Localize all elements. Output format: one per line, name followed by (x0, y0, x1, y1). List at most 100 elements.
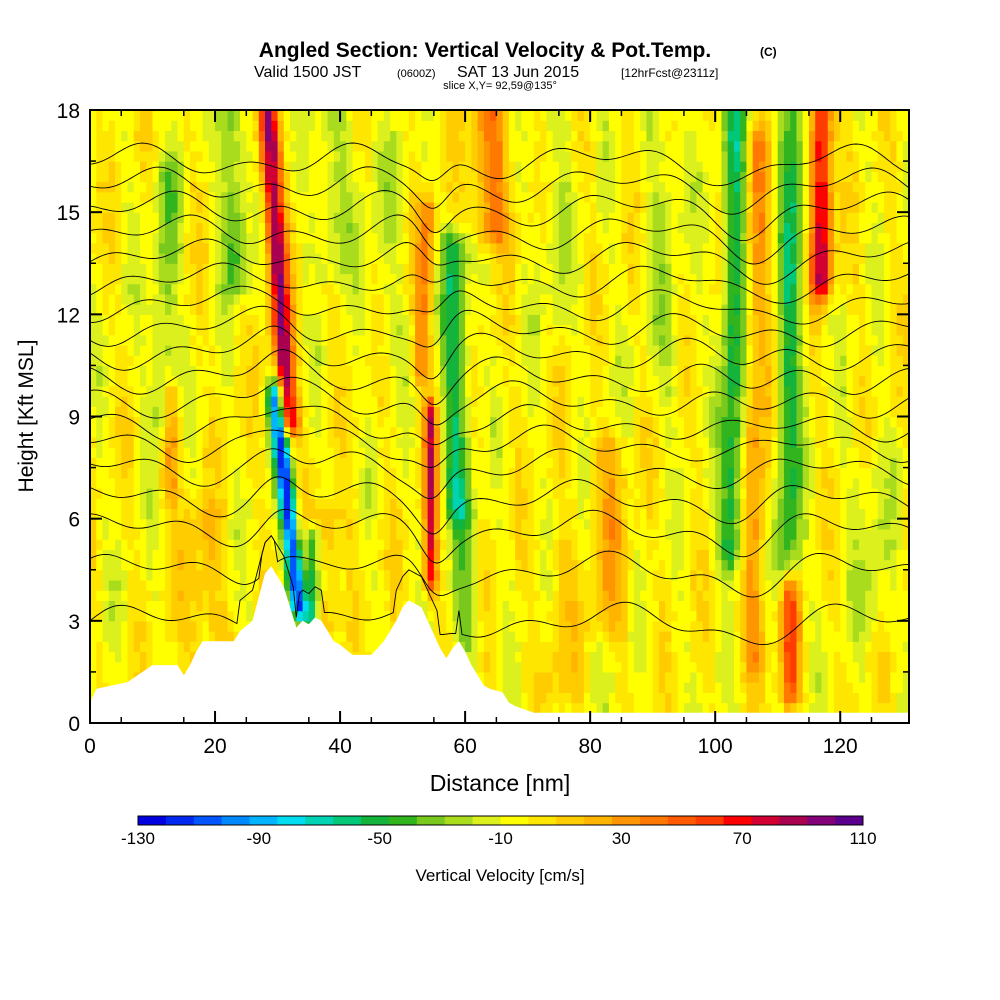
velocity-cell (183, 396, 191, 407)
velocity-cell (340, 283, 347, 295)
velocity-cell (508, 222, 516, 234)
velocity-cell (190, 559, 197, 571)
velocity-cell (96, 569, 104, 581)
velocity-cell (540, 692, 547, 704)
velocity-cell (396, 406, 404, 418)
velocity-cell (121, 559, 129, 571)
velocity-cell (190, 590, 197, 601)
velocity-cell (546, 610, 554, 622)
velocity-cell (390, 508, 397, 520)
velocity-cell (196, 191, 204, 203)
velocity-cell (208, 508, 216, 520)
velocity-cell (258, 263, 266, 275)
velocity-cell (90, 539, 97, 550)
velocity-cell (327, 569, 335, 581)
velocity-cell (121, 212, 129, 223)
velocity-cell (427, 191, 435, 203)
velocity-cell (315, 324, 322, 336)
velocity-cell (358, 600, 366, 612)
velocity-cell (565, 631, 572, 642)
velocity-cell (383, 467, 391, 479)
velocity-cell (221, 416, 229, 428)
velocity-cell (527, 140, 535, 152)
velocity-cell (565, 447, 572, 458)
velocity-cell (127, 416, 135, 428)
velocity-cell (165, 140, 172, 152)
velocity-cell (408, 263, 416, 275)
velocity-cell (90, 304, 97, 315)
velocity-cell (602, 518, 610, 530)
velocity-cell (415, 314, 422, 326)
velocity-cell (152, 181, 160, 193)
velocity-cell (371, 559, 379, 571)
velocity-cell (327, 539, 335, 550)
velocity-cell (308, 171, 316, 183)
velocity-cell (158, 263, 166, 275)
velocity-cell (396, 334, 404, 346)
velocity-cell (371, 334, 379, 346)
velocity-cell (258, 150, 266, 162)
velocity-cell (127, 181, 135, 193)
velocity-cell (371, 600, 379, 612)
velocity-cell (258, 253, 266, 264)
velocity-cell (583, 120, 591, 132)
velocity-cell (496, 212, 504, 223)
velocity-cell (315, 436, 322, 448)
velocity-cell (490, 283, 497, 295)
velocity-cell (408, 436, 416, 448)
velocity-cell (396, 528, 404, 540)
velocity-cell (396, 212, 404, 223)
velocity-cell (308, 222, 316, 234)
velocity-cell (90, 467, 97, 479)
velocity-cell (558, 212, 566, 223)
velocity-cell (596, 232, 604, 244)
velocity-cell (283, 283, 291, 295)
velocity-cell (490, 508, 497, 520)
velocity-cell (421, 201, 429, 213)
velocity-cell (190, 498, 197, 510)
velocity-cell (546, 263, 554, 275)
velocity-cell (533, 293, 541, 305)
velocity-cell (471, 641, 479, 653)
velocity-cell (565, 222, 572, 234)
velocity-cell (390, 222, 397, 234)
velocity-cell (596, 150, 604, 162)
velocity-cell (183, 212, 191, 223)
velocity-cell (540, 661, 547, 673)
velocity-cell (196, 273, 204, 285)
velocity-cell (490, 253, 497, 264)
velocity-cell (440, 263, 447, 275)
velocity-cell (221, 579, 229, 591)
velocity-cell (583, 130, 591, 142)
velocity-cell (471, 314, 479, 326)
velocity-cell (240, 610, 247, 622)
velocity-cell (133, 273, 141, 285)
velocity-cell (515, 447, 522, 458)
velocity-cell (496, 304, 504, 315)
velocity-cell (258, 293, 266, 305)
velocity-cell (452, 242, 460, 254)
velocity-cell (602, 212, 610, 223)
velocity-cell (577, 651, 585, 663)
velocity-cell (177, 406, 185, 418)
velocity-cell (502, 120, 510, 132)
velocity-cell (440, 242, 447, 254)
velocity-cell (408, 253, 416, 264)
velocity-cell (358, 559, 366, 571)
velocity-cell (246, 498, 254, 510)
velocity-cell (490, 263, 497, 275)
velocity-cell (302, 610, 310, 622)
velocity-cell (383, 150, 391, 162)
velocity-cell (227, 130, 235, 142)
velocity-cell (302, 365, 310, 377)
velocity-cell (96, 273, 104, 285)
velocity-cell (90, 396, 97, 407)
velocity-cell (565, 263, 572, 275)
velocity-cell (196, 334, 204, 346)
velocity-cell (371, 212, 379, 223)
velocity-cell (115, 304, 122, 315)
velocity-cell (558, 171, 566, 183)
velocity-cell (521, 396, 529, 407)
velocity-cell (296, 273, 304, 285)
velocity-cell (527, 508, 535, 520)
